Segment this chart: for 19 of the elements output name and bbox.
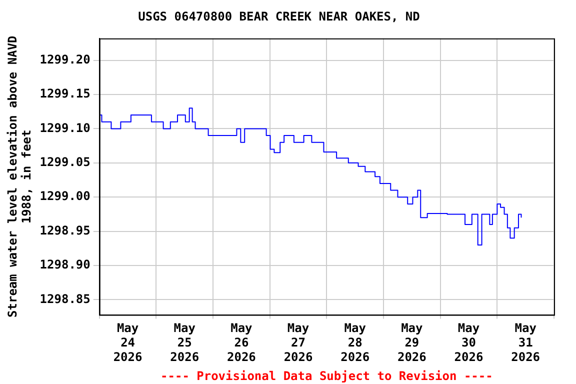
- y-tick-label: 1298.85: [40, 292, 90, 306]
- x-tick-label: May 24 2026: [113, 321, 142, 364]
- x-tick-label: May 26 2026: [226, 321, 256, 364]
- x-tick-label: May 31 2026: [511, 321, 540, 364]
- x-tick-label: May 28 2026: [340, 321, 370, 364]
- chart-title: USGS 06470800 BEAR CREEK NEAR OAKES, ND: [138, 9, 420, 24]
- y-tick-label: 1299.05: [40, 155, 90, 170]
- y-tick-label: 1298.90: [40, 258, 90, 272]
- x-tick-label: May 30 2026: [454, 321, 484, 364]
- y-axis-title: Stream water level elevation above NAVD 1988, in feet: [5, 36, 34, 318]
- y-tick-label: 1299.20: [40, 52, 90, 66]
- x-tick-label: May 29 2026: [397, 321, 426, 364]
- y-tick-label: 1299.10: [40, 120, 90, 135]
- x-tick-label: May 27 2026: [284, 321, 313, 364]
- y-tick-label: 1299.15: [40, 86, 90, 101]
- y-tick-label: 1299.00: [40, 189, 90, 204]
- y-tick-label: 1298.95: [40, 223, 90, 238]
- x-tick-label: May 25 2026: [170, 321, 200, 364]
- text: ---- Provisional Data Subject to Revision ----: [160, 369, 493, 383]
